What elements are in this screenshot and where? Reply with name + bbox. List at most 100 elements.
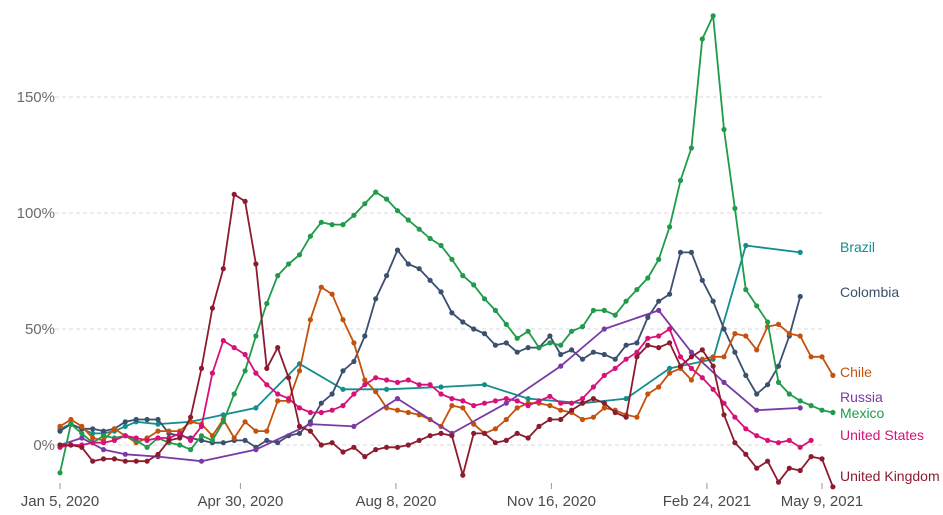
data-point: [688, 377, 695, 383]
series-label: United States: [840, 427, 924, 443]
data-point: [808, 403, 814, 409]
data-point: [634, 340, 640, 346]
data-point: [362, 454, 368, 460]
data-point: [177, 442, 183, 448]
data-point: [242, 437, 248, 443]
data-point: [797, 293, 803, 300]
data-point: [536, 398, 542, 404]
data-point: [569, 407, 575, 413]
data-point: [427, 277, 433, 283]
data-point: [264, 382, 270, 388]
data-point: [754, 465, 760, 471]
data-point: [100, 440, 107, 446]
data-point: [384, 273, 390, 279]
data-point: [721, 400, 727, 406]
data-point: [373, 296, 379, 302]
data-point: [481, 430, 488, 436]
data-point: [394, 379, 401, 385]
data-point: [329, 291, 335, 297]
data-point: [111, 426, 117, 432]
data-point: [819, 354, 825, 360]
data-point: [601, 405, 607, 411]
data-point: [786, 331, 792, 337]
data-point: [100, 456, 107, 462]
data-point: [634, 349, 640, 355]
data-point: [351, 444, 357, 450]
data-point: [743, 333, 749, 339]
data-point: [612, 365, 618, 371]
data-point: [362, 377, 368, 383]
data-point: [732, 331, 738, 337]
data-point: [579, 356, 586, 362]
series-line: [60, 193, 834, 488]
data-point: [710, 298, 716, 304]
data-point: [590, 384, 597, 390]
data-point: [667, 340, 673, 346]
data-point: [198, 423, 205, 429]
data-point: [209, 370, 215, 376]
data-point: [57, 442, 63, 448]
series-label: Russia: [840, 389, 883, 405]
data-point: [645, 342, 651, 348]
data-point: [318, 400, 324, 406]
data-point: [808, 354, 814, 360]
data-point: [819, 456, 825, 462]
data-point: [601, 307, 607, 313]
data-point: [775, 479, 782, 485]
data-point: [264, 428, 270, 434]
data-point: [242, 351, 248, 358]
data-point: [188, 447, 194, 453]
data-point: [525, 396, 531, 402]
data-point: [645, 391, 651, 397]
y-tick-label: 150%: [17, 89, 55, 106]
data-point: [438, 242, 444, 249]
data-point: [394, 444, 401, 450]
data-point: [481, 400, 488, 406]
data-point: [601, 400, 607, 406]
data-point: [405, 261, 411, 267]
data-point: [111, 437, 117, 443]
series-mexico: [57, 13, 836, 476]
data-point: [427, 382, 433, 388]
data-point: [492, 398, 498, 404]
data-point: [198, 458, 205, 464]
data-point: [797, 249, 803, 255]
data-point: [460, 273, 466, 279]
data-point: [514, 349, 520, 355]
y-axis-ticks: 0% 50% 100% 150%: [17, 89, 55, 454]
data-point: [710, 386, 716, 392]
data-point: [100, 428, 107, 434]
data-point: [231, 391, 237, 397]
data-point: [492, 342, 498, 348]
data-point: [677, 354, 684, 360]
data-point: [166, 437, 172, 443]
data-point: [155, 451, 161, 457]
data-point: [634, 414, 640, 420]
data-point: [416, 266, 422, 272]
data-point: [656, 333, 662, 339]
data-point: [329, 391, 335, 397]
series-label: Colombia: [840, 284, 899, 300]
x-axis-ticks: Jan 5, 2020 Apr 30, 2020 Aug 8, 2020 Nov 16…: [21, 483, 863, 510]
data-point: [384, 377, 390, 383]
data-point: [373, 447, 379, 453]
data-point: [514, 430, 520, 436]
data-point: [384, 386, 390, 392]
data-point: [775, 379, 782, 385]
data-point: [133, 435, 139, 441]
data-point: [231, 191, 237, 197]
data-point: [471, 282, 477, 288]
data-point: [188, 414, 194, 420]
data-point: [68, 442, 74, 448]
data-point: [427, 433, 433, 439]
data-point: [808, 454, 814, 460]
data-point: [307, 233, 313, 239]
data-point: [569, 328, 575, 334]
data-point: [645, 275, 651, 281]
data-point: [384, 196, 390, 202]
data-point: [253, 405, 259, 411]
data-point: [721, 379, 727, 385]
data-point: [514, 335, 520, 341]
data-point: [242, 198, 248, 204]
data-point: [656, 345, 662, 351]
